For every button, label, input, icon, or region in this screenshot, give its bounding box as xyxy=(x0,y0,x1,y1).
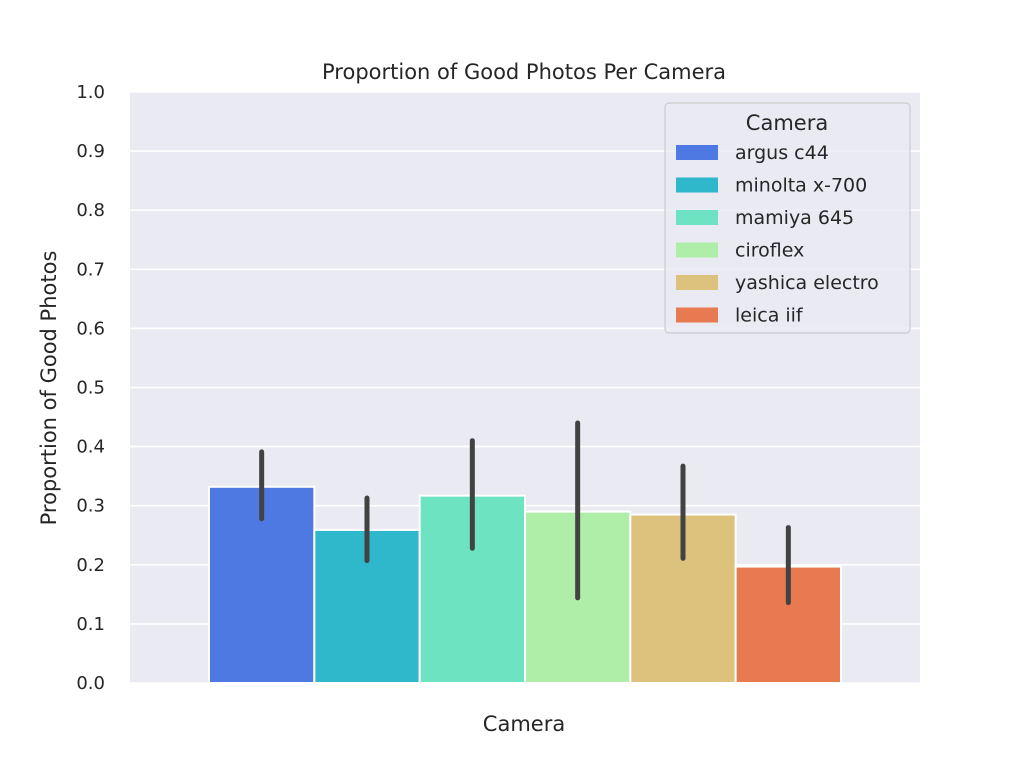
legend-label: argus c44 xyxy=(735,142,829,164)
chart-title: Proportion of Good Photos Per Camera xyxy=(322,60,726,84)
legend-label: ciroflex xyxy=(735,240,804,262)
y-tick-label: 0.4 xyxy=(76,437,105,458)
legend-swatch xyxy=(676,177,718,193)
legend-items: argus c44 minolta x-700 mamiya 645 ciroflex… xyxy=(676,142,879,327)
y-tick-label: 0.0 xyxy=(76,673,105,694)
legend-swatch xyxy=(676,210,718,225)
x-axis-title: Camera xyxy=(483,712,565,736)
legend-label: mamiya 645 xyxy=(735,207,854,229)
legend-swatch xyxy=(676,242,718,258)
legend-title: Camera xyxy=(746,111,828,135)
legend-label: yashica electro xyxy=(735,272,879,294)
y-axis-title: Proportion of Good Photos xyxy=(37,251,61,526)
y-tick-label: 1.0 xyxy=(76,82,105,103)
y-tick-label: 0.6 xyxy=(76,318,105,339)
y-tick-label: 0.7 xyxy=(76,259,105,280)
legend: Camera argus c44 minolta x-700 mamiya 645 c… xyxy=(664,102,911,334)
legend-label: leica iif xyxy=(735,305,804,327)
y-tick-label: 0.9 xyxy=(76,141,105,162)
legend-label: minolta x-700 xyxy=(735,175,867,197)
legend-swatch xyxy=(676,145,718,160)
y-tick-label: 0.2 xyxy=(76,555,105,576)
legend-swatch xyxy=(676,307,718,323)
y-tick-label: 0.3 xyxy=(76,496,105,517)
legend-swatch xyxy=(676,275,718,290)
legend-box xyxy=(664,102,911,334)
y-tick-label: 0.5 xyxy=(76,378,105,399)
y-tick-label: 0.8 xyxy=(76,200,105,221)
error-bars xyxy=(259,420,791,606)
bars xyxy=(208,485,843,685)
y-tick-label: 0.1 xyxy=(76,614,105,635)
y-tick-labels: 0.0 0.1 0.2 0.3 0.4 0.5 0.6 0.7 0.8 0.9 1.0 xyxy=(76,82,105,694)
